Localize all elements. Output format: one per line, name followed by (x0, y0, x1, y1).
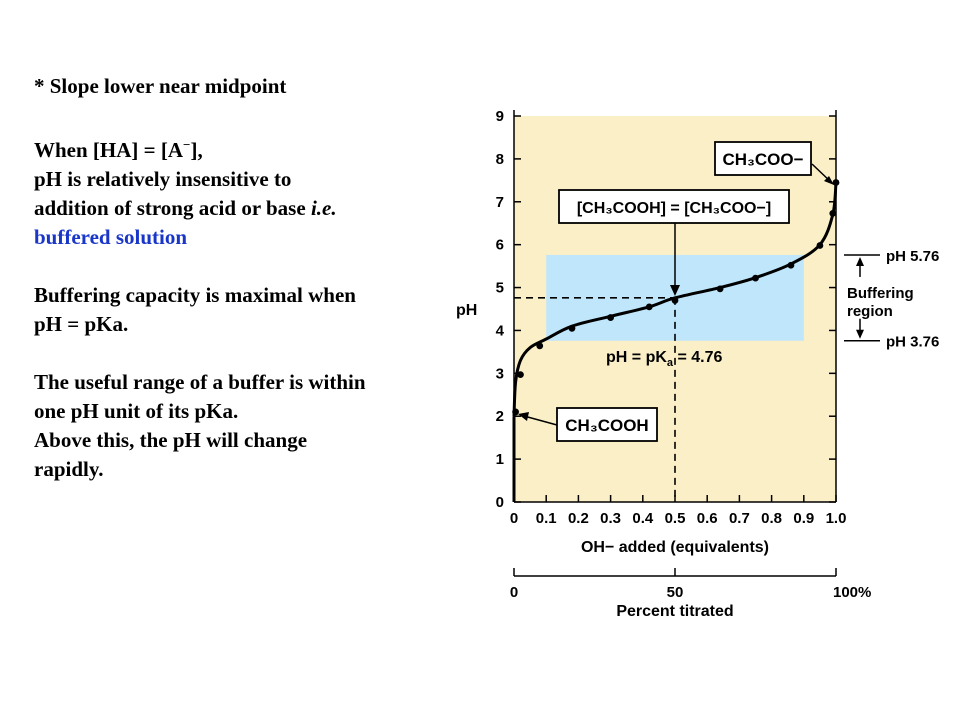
y-axis-label: pH (456, 302, 477, 319)
data-point (716, 285, 724, 293)
note-text: ], (190, 138, 203, 162)
data-point (829, 209, 837, 217)
note-line: pH is relatively insensitive to (34, 167, 292, 191)
acid-label: CH₃COOH (565, 416, 648, 435)
note-superscript: − (183, 137, 191, 152)
y-tick-label: 3 (496, 365, 504, 382)
y-tick-label: 4 (496, 322, 505, 339)
note-text: addition of strong acid or base (34, 196, 311, 220)
x-tick-label: 0.7 (729, 510, 750, 527)
acetate-label: CH₃COO− (722, 150, 803, 169)
x-tick-label: 0 (510, 510, 518, 527)
pka-label: pH = pKa = 4.76 (606, 349, 722, 369)
pka-value: = 4.76 (673, 349, 722, 366)
y-tick-label: 7 (496, 194, 504, 211)
note-italic: i.e. (310, 196, 337, 220)
acid-arrowhead (518, 412, 529, 421)
data-point (671, 297, 679, 304)
equal-arrowhead (670, 285, 680, 296)
x-tick-label: 0.8 (761, 510, 782, 527)
note-line: Above this, the pH will change (34, 428, 308, 452)
acid-arrow (523, 415, 558, 426)
acetate-box (714, 141, 812, 176)
bracket-arrowhead (856, 329, 864, 339)
y-tick-label: 2 (496, 408, 504, 425)
data-point (536, 342, 544, 350)
y-tick-label: 9 (496, 108, 504, 125)
note-line: pH = pKa. (34, 312, 129, 336)
percent-tick-label: 0 (510, 584, 518, 601)
percent-tick-label: 50 (667, 584, 684, 601)
note-highlight: buffered solution (34, 225, 188, 249)
note-line: * Slope lower near midpoint (34, 74, 287, 98)
percent-tick-label: 100% (833, 584, 871, 601)
note-line: addition of strong acid or base i.e. (34, 194, 474, 223)
equal-label: [CH₃COOH] = [CH₃COO−] (577, 200, 771, 217)
buffering-label: Buffering (847, 285, 914, 302)
data-point (816, 242, 824, 249)
y-tick-label: 5 (496, 280, 504, 297)
y-tick-label: 1 (496, 451, 504, 468)
ph-low-label: pH 3.76 (886, 334, 939, 351)
note-line: The useful range of a buffer is within (34, 370, 366, 394)
data-point (645, 303, 653, 311)
x-tick-label: 1.0 (826, 510, 847, 527)
x-tick-label: 0.6 (697, 510, 718, 527)
y-tick-label: 6 (496, 237, 504, 254)
percent-axis-label: Percent titrated (616, 603, 733, 620)
x-tick-label: 0.4 (632, 510, 654, 527)
y-tick-label: 0 (496, 494, 504, 511)
data-point (752, 274, 759, 282)
x-tick-label: 0.2 (568, 510, 589, 527)
x-axis-label: OH− added (equivalents) (581, 539, 769, 556)
equal-box (558, 189, 790, 224)
bracket-arrowhead (856, 256, 864, 266)
x-tick-label: 0.1 (536, 510, 557, 527)
acid-box (556, 407, 658, 442)
data-point (787, 261, 795, 269)
data-point (517, 371, 524, 379)
note-line: Buffering capacity is maximal when (34, 283, 356, 307)
acetate-arrowhead (824, 176, 834, 185)
data-point (607, 314, 614, 321)
note-text: When [HA] = [A (34, 138, 184, 162)
data-point (568, 324, 576, 332)
y-tick-label: 8 (496, 151, 504, 168)
ph-high-label: pH 5.76 (886, 248, 939, 265)
note-line: rapidly. (34, 457, 104, 481)
explanation-text: * Slope lower near midpoint When [HA] = … (34, 72, 474, 484)
note-line: one pH unit of its pKa. (34, 399, 239, 423)
region-label: region (847, 303, 893, 320)
pka-subscript: a (667, 357, 674, 369)
note-line: When [HA] = [A−], (34, 130, 474, 165)
x-tick-label: 0.5 (665, 510, 686, 527)
data-point (512, 408, 520, 416)
x-tick-label: 0.3 (600, 510, 621, 527)
x-tick-label: 0.9 (793, 510, 814, 527)
